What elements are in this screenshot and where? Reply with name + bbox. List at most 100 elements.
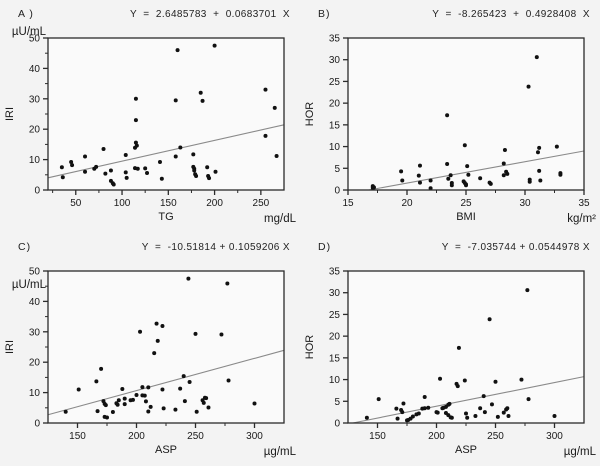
x-tick-label: 15 (342, 198, 354, 209)
data-point (554, 144, 559, 149)
data-point (416, 173, 421, 178)
data-point (446, 176, 451, 181)
data-point (428, 178, 433, 183)
data-point (145, 170, 150, 175)
data-point (140, 385, 145, 390)
data-point (160, 324, 165, 329)
data-point (400, 178, 405, 183)
panel-c-regression-equation: Y = -10.51814 + 0.1059206 X (141, 242, 290, 253)
y-tick-label: 50 (29, 34, 41, 45)
data-point (192, 168, 197, 173)
data-point (160, 387, 165, 392)
data-point (194, 174, 199, 179)
y-tick-label: 20 (329, 332, 341, 343)
data-point (173, 98, 178, 103)
y-tick-label: 10 (329, 142, 341, 153)
data-point (538, 178, 543, 183)
data-point (94, 379, 99, 384)
x-tick-label: 100 (114, 198, 131, 209)
y-tick-label: 35 (329, 267, 341, 278)
data-point (154, 321, 159, 326)
y-tick-label: 40 (29, 297, 41, 308)
x-tick-label: 200 (128, 431, 145, 442)
data-point (462, 378, 467, 383)
scatter-plot-svg-d: 150 200 250 300 0 5 10 15 20 25 30 35 HOR ASP µg/mL (304, 267, 597, 459)
data-point (435, 410, 440, 415)
data-point (134, 393, 139, 398)
data-point (422, 406, 427, 411)
data-point (122, 396, 127, 401)
data-point (159, 176, 164, 181)
data-point (132, 145, 137, 150)
data-point (400, 410, 405, 415)
data-point (225, 281, 230, 286)
panel-d-header: D) Y = -7.035744 + 0.0544978 X (300, 233, 600, 257)
data-point (505, 406, 510, 411)
data-point (115, 402, 120, 407)
data-point (83, 154, 88, 159)
data-point (111, 182, 116, 187)
y-tick-label: 10 (29, 388, 41, 399)
data-point (133, 96, 138, 101)
y-tick-label: 20 (29, 125, 41, 136)
data-point (535, 150, 540, 155)
data-point (122, 402, 127, 407)
data-point (146, 385, 151, 390)
data-point (123, 170, 128, 175)
data-point (417, 163, 422, 168)
x-axis-unit-label: µg/mL (264, 446, 297, 458)
y-tick-label: 10 (329, 375, 341, 386)
scatter-plot-d: 150 200 250 300 0 5 10 15 20 25 30 35 HOR ASP µg/mL (300, 257, 600, 465)
data-point (417, 180, 422, 185)
data-point (198, 90, 203, 95)
data-point (501, 161, 506, 166)
x-axis-label: TG (158, 211, 173, 223)
y-tick-label: 5 (334, 164, 340, 175)
data-point (488, 181, 493, 186)
data-point (103, 171, 108, 176)
data-point (59, 165, 64, 170)
data-point (371, 185, 376, 190)
y-axis-label: IRI (4, 340, 16, 354)
x-axis-unit-label: kg/m² (567, 213, 596, 225)
panel-b-regression-equation: Y = -8.265423 + 0.4928408 X (432, 9, 590, 20)
data-point (252, 401, 257, 406)
data-point (191, 152, 196, 157)
data-point (445, 161, 450, 166)
data-point (526, 397, 531, 402)
data-point (465, 164, 470, 169)
data-point (506, 414, 511, 419)
data-point (201, 400, 206, 405)
data-point (455, 384, 460, 389)
data-point (502, 148, 507, 153)
data-point (99, 366, 104, 371)
data-point (364, 415, 369, 420)
data-point (226, 378, 231, 383)
data-point (133, 118, 138, 123)
data-point (69, 160, 74, 165)
data-point (428, 186, 433, 191)
y-tick-label: 20 (29, 358, 41, 369)
data-point (123, 153, 128, 158)
data-point (124, 175, 129, 180)
y-tick-label: 30 (29, 94, 41, 105)
panel-c-header: C) Y = -10.51814 + 0.1059206 X (0, 233, 300, 257)
y-tick-label: 10 (29, 155, 41, 166)
panel-d: D) Y = -7.035744 + 0.0544978 X 150 200 250… (300, 233, 600, 466)
x-tick-label: 200 (428, 431, 445, 442)
regression-line (47, 349, 285, 416)
panel-a: A ) Y = 2.6485783 + 0.0683701 X 50 100 150… (0, 0, 300, 233)
panel-c-label: C) (18, 241, 32, 253)
data-point (449, 415, 454, 420)
data-point (263, 133, 268, 138)
regression-line (368, 150, 585, 191)
data-point (63, 409, 68, 414)
y-axis-unit-label: µU/mL (12, 26, 47, 38)
data-point (70, 163, 75, 168)
y-tick-label: 50 (29, 267, 41, 278)
data-point (448, 173, 453, 178)
data-point (438, 376, 443, 381)
x-tick-label: 150 (69, 431, 86, 442)
data-point (449, 183, 454, 188)
y-axis-label: HOR (304, 335, 316, 360)
